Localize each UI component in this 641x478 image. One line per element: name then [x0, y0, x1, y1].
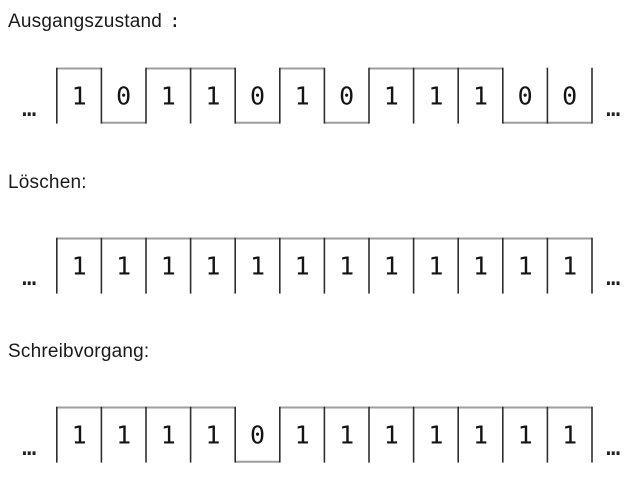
bit-digit: 1: [205, 420, 220, 449]
bit-digit: 0: [518, 81, 533, 110]
bit-digit: 1: [428, 420, 443, 449]
bit-digit: 1: [295, 251, 310, 280]
ellipsis-right: …: [606, 433, 621, 461]
ellipsis-left: …: [22, 433, 37, 461]
bit-digit: 1: [295, 420, 310, 449]
bit-digit: 1: [116, 420, 131, 449]
bit-digit: 0: [116, 81, 131, 110]
bit-digit: 1: [428, 251, 443, 280]
bit-digit: 1: [116, 251, 131, 280]
bit-digit: 1: [72, 420, 87, 449]
bit-digit: 1: [339, 420, 354, 449]
section-title-loeschen: Löschen:: [8, 171, 87, 195]
bit-digit: 1: [339, 251, 354, 280]
bit-digit: 1: [205, 81, 220, 110]
ellipsis-left: …: [22, 263, 37, 291]
ellipsis-right: …: [606, 94, 621, 122]
section-title-ausgangszustand: Ausgangszustand:: [8, 9, 181, 34]
bit-digit: 1: [473, 81, 488, 110]
ellipsis-left: …: [22, 94, 37, 122]
bit-digit: 1: [562, 420, 577, 449]
bit-digit: 1: [384, 420, 399, 449]
section-title-text: Ausgangszustand: [8, 11, 163, 32]
bit-digit: 0: [250, 420, 265, 449]
bit-digit: 1: [384, 251, 399, 280]
section-title-colon: :: [81, 172, 87, 193]
bit-digit: 1: [161, 81, 176, 110]
bit-digit: 1: [473, 420, 488, 449]
bit-digit: 1: [428, 81, 443, 110]
bit-digit: 1: [250, 251, 265, 280]
bit-digit: 1: [72, 81, 87, 110]
bit-digit: 0: [339, 81, 354, 110]
section-title-colon: :: [143, 341, 150, 362]
bit-digit: 1: [205, 251, 220, 280]
ellipsis-right: …: [606, 263, 621, 291]
section-title-colon: :: [169, 10, 181, 32]
bit-digit: 1: [72, 251, 87, 280]
bit-digit: 1: [562, 251, 577, 280]
bit-digit: 0: [562, 81, 577, 110]
bit-digit: 1: [518, 251, 533, 280]
section-title-text: Löschen: [8, 172, 82, 193]
bit-digit: 0: [250, 81, 265, 110]
bit-digit: 1: [295, 81, 310, 110]
bit-digit: 1: [161, 251, 176, 280]
section-title-text: Schreibvorgang: [8, 341, 144, 362]
section-title-schreibvorgang: Schreibvorgang:: [8, 340, 149, 364]
bit-digit: 1: [518, 420, 533, 449]
bit-digit: 1: [161, 420, 176, 449]
bit-digit: 1: [473, 251, 488, 280]
bit-digit: 1: [384, 81, 399, 110]
